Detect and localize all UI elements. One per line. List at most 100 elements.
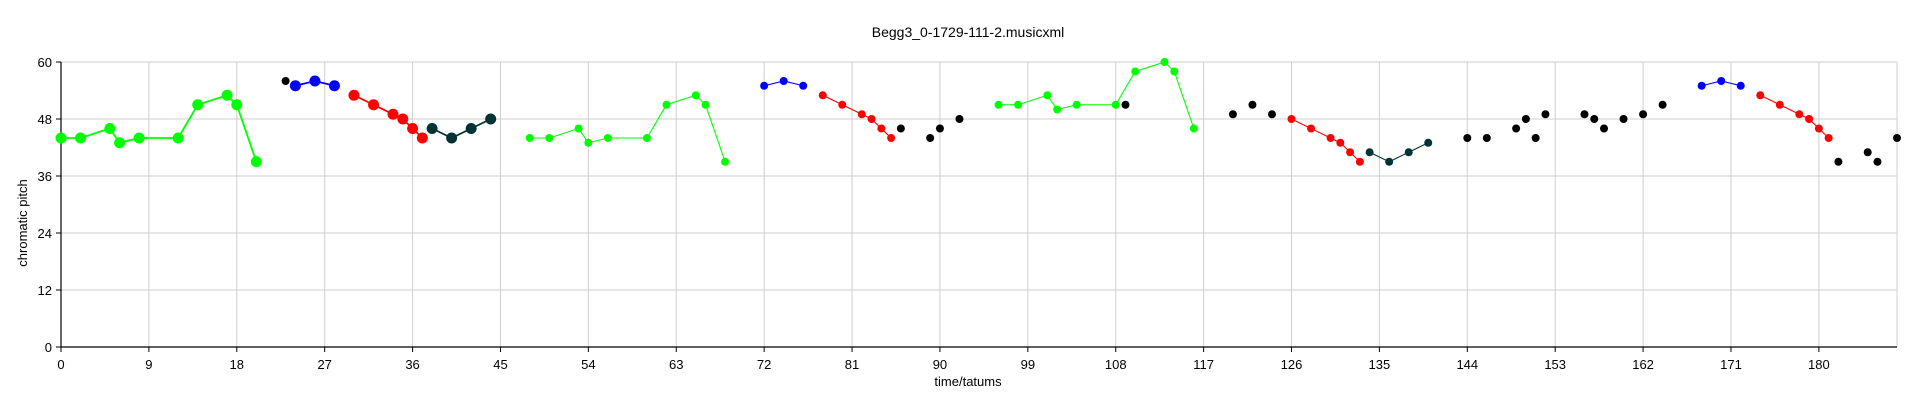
data-point xyxy=(75,132,87,144)
series-1 xyxy=(281,77,290,85)
data-point xyxy=(691,91,700,100)
data-point xyxy=(926,134,935,142)
x-tick-label: 81 xyxy=(845,357,859,372)
data-point xyxy=(1326,134,1335,142)
data-point xyxy=(1043,91,1052,100)
data-point xyxy=(1863,148,1872,157)
data-point xyxy=(799,81,808,90)
x-axis-label: time/tatums xyxy=(934,374,1002,389)
series-line xyxy=(61,94,258,163)
data-point xyxy=(574,124,583,133)
data-point xyxy=(867,115,876,123)
data-point xyxy=(1111,100,1120,109)
data-point xyxy=(1228,110,1237,119)
data-point xyxy=(1795,110,1804,119)
x-tick-label: 162 xyxy=(1632,357,1654,372)
data-point xyxy=(1404,148,1413,157)
data-point xyxy=(1805,115,1814,123)
x-tick-label: 18 xyxy=(230,357,244,372)
series-0 xyxy=(55,89,262,168)
data-point xyxy=(1658,100,1667,109)
data-point xyxy=(348,89,360,101)
data-point xyxy=(1336,138,1345,147)
data-point xyxy=(1131,67,1140,76)
data-point xyxy=(1365,148,1374,157)
data-point xyxy=(1512,124,1521,133)
series-line xyxy=(1369,142,1429,163)
series-5 xyxy=(525,91,730,166)
data-point xyxy=(368,99,380,111)
data-point xyxy=(1072,100,1081,109)
data-point xyxy=(1355,157,1364,166)
data-point xyxy=(1873,157,1882,166)
data-point xyxy=(231,99,243,111)
data-point xyxy=(1639,110,1648,119)
data-point xyxy=(397,113,409,125)
series-line xyxy=(431,118,492,140)
series-2 xyxy=(289,75,340,92)
data-point xyxy=(779,77,788,85)
data-point xyxy=(642,134,651,142)
data-point xyxy=(465,123,477,134)
axis-layer: 0 9 18 27 36 45 54 63 72 81 90 99 108 117 126 135 144 153… xyxy=(38,55,1897,372)
data-point xyxy=(1189,124,1198,133)
data-point xyxy=(877,124,886,133)
y-tick-label: 36 xyxy=(38,169,52,184)
x-tick-label: 135 xyxy=(1369,357,1391,372)
x-tick-label: 27 xyxy=(317,357,331,372)
data-point xyxy=(1121,100,1130,109)
data-point xyxy=(857,110,866,119)
series-4 xyxy=(426,113,497,144)
series-16 xyxy=(1834,134,1901,166)
series-6 xyxy=(760,77,808,90)
x-tick-label: 126 xyxy=(1281,357,1303,372)
x-tick-label: 45 xyxy=(493,357,507,372)
data-point xyxy=(1248,100,1257,109)
data-point xyxy=(172,132,184,144)
series-10 xyxy=(1121,100,1276,119)
data-point xyxy=(1697,81,1706,90)
data-point xyxy=(416,132,428,144)
series-line xyxy=(529,94,726,162)
x-tick-label: 117 xyxy=(1193,357,1214,372)
series-9 xyxy=(994,58,1198,133)
data-point xyxy=(1619,115,1628,123)
series-15 xyxy=(1756,91,1833,142)
grid-layer xyxy=(60,61,1898,348)
data-point xyxy=(603,134,612,142)
data-point xyxy=(1775,100,1784,109)
data-point xyxy=(838,100,847,109)
data-point xyxy=(114,137,126,149)
x-tick-label: 9 xyxy=(145,357,152,372)
data-point xyxy=(281,77,290,85)
series-12 xyxy=(1365,138,1433,166)
data-point xyxy=(955,115,964,123)
data-point xyxy=(662,100,671,109)
data-point xyxy=(1482,134,1491,142)
data-point xyxy=(1287,115,1296,123)
data-point xyxy=(721,157,730,166)
data-point xyxy=(1267,110,1276,119)
data-point xyxy=(289,80,301,92)
data-point xyxy=(446,132,458,144)
y-tick-label: 12 xyxy=(38,283,52,298)
data-point xyxy=(1590,115,1599,123)
data-point xyxy=(328,80,340,92)
x-tick-label: 0 xyxy=(57,357,64,372)
series-line xyxy=(998,61,1195,129)
data-point xyxy=(1531,134,1540,142)
x-tick-label: 144 xyxy=(1456,357,1478,372)
data-point xyxy=(133,132,145,144)
x-tick-label: 99 xyxy=(1021,357,1035,372)
data-point xyxy=(760,81,769,90)
x-tick-label: 54 xyxy=(581,357,595,372)
data-point xyxy=(1834,157,1843,166)
data-point xyxy=(1824,134,1833,142)
series-14 xyxy=(1697,77,1745,90)
data-point xyxy=(935,124,944,133)
data-point xyxy=(1541,110,1550,119)
data-point xyxy=(1814,124,1823,133)
data-point xyxy=(1521,115,1530,123)
x-tick-label: 72 xyxy=(757,357,771,372)
